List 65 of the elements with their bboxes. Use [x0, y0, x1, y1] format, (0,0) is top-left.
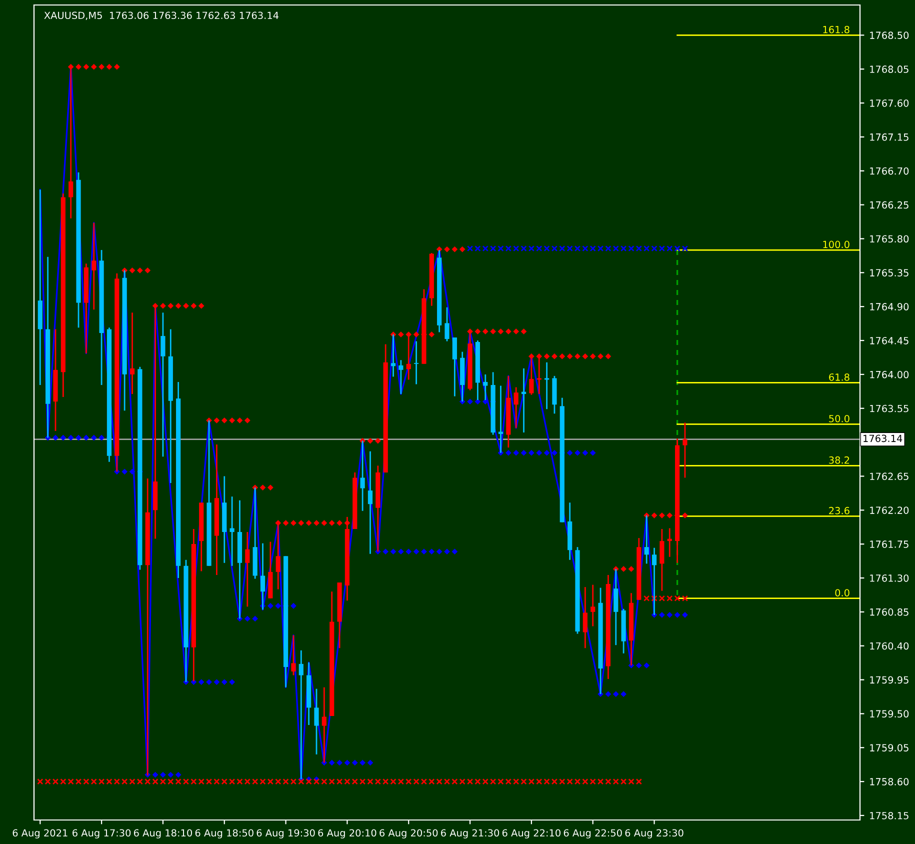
y-tick-label: 1758.60 [870, 778, 909, 786]
y-tick-label: 1764.00 [870, 370, 909, 378]
candlestick [544, 362, 550, 410]
y-tick-label: 1768.05 [870, 66, 908, 73]
x-tick-label: 6 Aug 22:10 [502, 829, 560, 838]
y-tick-label: 1764.45 [870, 336, 908, 344]
y-tick-label: 1765.80 [870, 235, 909, 243]
candlestick [406, 334, 411, 380]
y-tick-label: 1760.40 [870, 642, 909, 650]
x-tick-label: 6 Aug 18:10 [134, 829, 192, 838]
y-tick-label: 1768.50 [870, 32, 909, 39]
y-tick-label: 1766.25 [870, 201, 908, 209]
candlestick [368, 450, 373, 555]
candlestick [514, 386, 518, 429]
y-tick-label: 1759.50 [870, 710, 909, 718]
series-label: 100.0 [823, 240, 850, 248]
x-tick-label: 6 Aug 18:50 [195, 829, 254, 838]
y-tick-label: 1767.60 [870, 99, 909, 107]
series-label: 23.6 [829, 506, 850, 514]
candlestick [92, 222, 96, 310]
y-tick-label: 1761.30 [870, 574, 909, 582]
x-tick-label: 6 Aug 23:30 [625, 829, 684, 838]
y-tick-label: 1763.55 [870, 404, 908, 412]
candlestick [590, 584, 596, 627]
y-tick-label: 1761.75 [870, 540, 908, 548]
x-tick-label: 6 Aug 21:30 [441, 829, 500, 838]
series-label: 61.8 [829, 373, 850, 381]
x-tick-label: 6 Aug 17:30 [72, 829, 131, 838]
y-tick-label: 1767.15 [870, 133, 908, 141]
x-tick-label: 6 Aug 22:50 [564, 829, 622, 838]
candlestick [682, 422, 688, 478]
x-tick-label: 6 Aug 19:30 [256, 829, 315, 838]
candlestick [160, 312, 166, 458]
candlestick [498, 385, 504, 454]
candlestick [660, 528, 664, 592]
candlestick [652, 547, 657, 616]
candlestick [414, 340, 419, 385]
y-tick-label: 1766.70 [870, 167, 909, 175]
candlestick [130, 312, 135, 395]
candlestick [291, 634, 296, 676]
series-label: 0.0 [835, 589, 850, 596]
y-tick-label: 1758.15 [870, 812, 908, 820]
series-label: 161.8 [823, 26, 850, 34]
candlestick [444, 306, 450, 342]
series-label: 50.0 [829, 414, 850, 422]
candlestick [230, 496, 234, 567]
y-tick-label: 1760.85 [870, 608, 908, 616]
y-tick-label: 1762.65 [870, 472, 908, 480]
ref-line-label: 1763.14 [864, 434, 902, 442]
x-tick-label: 6 Aug 2021 [12, 829, 68, 838]
candlestick [390, 334, 396, 378]
y-tick-label: 1759.05 [870, 744, 908, 752]
series-label: 38.2 [829, 456, 850, 464]
candlestick [582, 586, 588, 649]
x-tick-label: 6 Aug 20:50 [380, 829, 438, 838]
text: XAUUSD,M5 1763.06 1763.36 1762.63 1763.14 [44, 12, 278, 20]
y-tick-label: 1762.20 [870, 506, 909, 514]
candlestick [245, 531, 250, 608]
candlestick [398, 359, 404, 395]
candlestick [314, 688, 319, 756]
y-tick-label: 1759.95 [870, 676, 908, 684]
y-tick-label: 1764.90 [870, 303, 909, 310]
y-tick-label: 1765.35 [870, 269, 908, 276]
x-tick-label: 6 Aug 20:10 [318, 829, 376, 838]
candlestick [452, 336, 457, 397]
